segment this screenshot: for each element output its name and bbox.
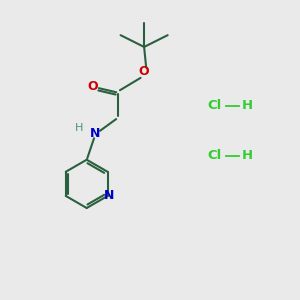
Text: O: O [87, 80, 98, 93]
Text: Cl: Cl [208, 149, 222, 162]
Text: H: H [242, 99, 253, 112]
Text: H: H [242, 149, 253, 162]
Text: Cl: Cl [208, 99, 222, 112]
Text: H: H [75, 123, 83, 133]
Text: O: O [139, 65, 149, 79]
Text: N: N [104, 189, 114, 203]
Text: N: N [90, 127, 101, 140]
